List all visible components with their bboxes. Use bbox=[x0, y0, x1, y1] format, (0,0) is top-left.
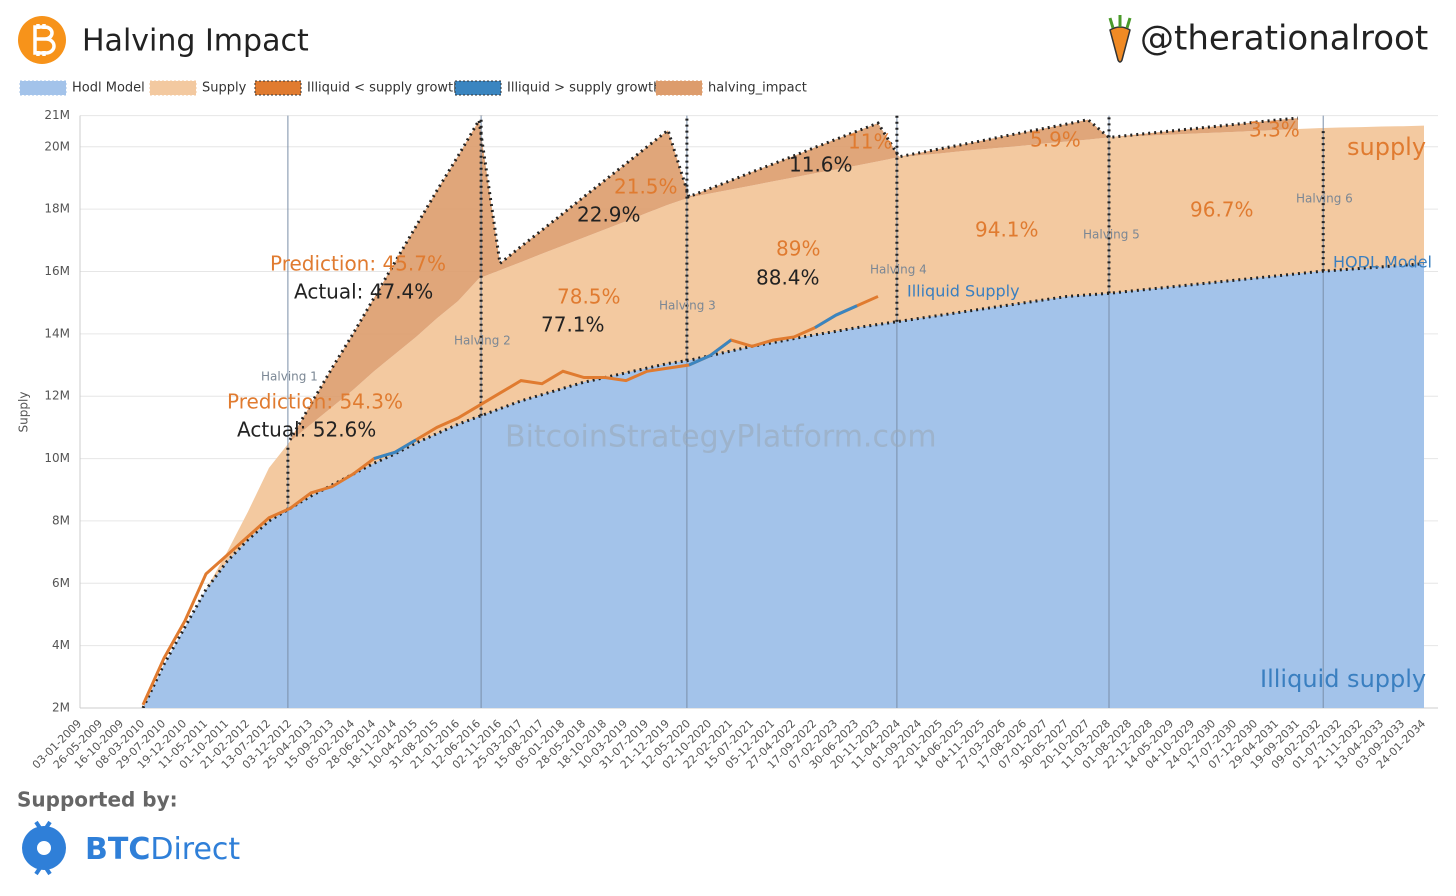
brand-light: Direct bbox=[150, 832, 240, 867]
impact-line bbox=[288, 115, 1299, 441]
y-tick-label: 20M bbox=[44, 139, 70, 153]
legend-swatch bbox=[454, 80, 502, 96]
legend-label: Illiquid < supply growth bbox=[307, 81, 461, 96]
annotation: Illiquid Supply bbox=[907, 282, 1020, 301]
y-tick-label: 8M bbox=[52, 513, 70, 527]
annotation: Halving 3 bbox=[659, 299, 716, 313]
legend-label: Supply bbox=[202, 81, 247, 96]
annotation: Prediction: 45.7% bbox=[270, 252, 446, 276]
supported-label: Supported by: bbox=[17, 788, 178, 812]
illiquid-line bbox=[141, 295, 879, 706]
y-tick-label: 6M bbox=[52, 576, 70, 590]
y-tick-label: 16M bbox=[44, 264, 70, 278]
legend-swatch bbox=[254, 80, 302, 96]
annotation: Illiquid supply bbox=[1260, 665, 1426, 693]
brand-bold: BTC bbox=[85, 832, 150, 867]
annotation: 94.1% bbox=[975, 218, 1039, 242]
annotation: 88.4% bbox=[756, 266, 820, 290]
legend-swatch bbox=[149, 80, 197, 96]
legend-label: Hodl Model bbox=[72, 81, 145, 96]
annotation: Halving 5 bbox=[1083, 228, 1140, 242]
annotation: Halving 2 bbox=[454, 334, 511, 348]
legend-label: Illiquid > supply growth bbox=[507, 81, 661, 96]
y-tick-label: 18M bbox=[44, 202, 70, 216]
annotation: 5.9% bbox=[1030, 128, 1081, 152]
annotation: HODL Model bbox=[1333, 253, 1432, 272]
carrot-icon bbox=[1108, 15, 1132, 63]
legend-swatch bbox=[655, 80, 703, 96]
legend-swatch bbox=[19, 80, 67, 96]
y-tick-label: 14M bbox=[44, 326, 70, 340]
illiquid-line bbox=[814, 304, 858, 329]
annotation: Halving 6 bbox=[1296, 192, 1353, 206]
plot-area bbox=[141, 115, 1425, 708]
annotation: 96.7% bbox=[1190, 198, 1254, 222]
area bbox=[143, 263, 1424, 708]
y-tick-label: 21M bbox=[44, 108, 70, 122]
handle: @therationalroot bbox=[1140, 19, 1428, 59]
annotation: 3.3% bbox=[1249, 118, 1300, 142]
annotation: 77.1% bbox=[541, 313, 605, 337]
annotation: Prediction: 54.3% bbox=[227, 390, 403, 414]
illiquid-line bbox=[688, 338, 732, 367]
illiquid-line bbox=[373, 438, 417, 461]
y-tick-label: 2M bbox=[52, 701, 70, 715]
y-tick-label: 4M bbox=[52, 638, 70, 652]
y-axis-label: Supply bbox=[17, 392, 31, 433]
watermark: BitcoinStrategyPlatform.com bbox=[505, 420, 937, 455]
y-tick-label: 12M bbox=[44, 389, 70, 403]
y-tick-label: 10M bbox=[44, 451, 70, 465]
annotation: Halving 1 bbox=[261, 370, 318, 384]
bitcoin-logo bbox=[18, 16, 66, 64]
annotation: supply bbox=[1347, 133, 1426, 161]
brand: BTCDirect bbox=[85, 832, 240, 867]
annotation: 21.5% bbox=[614, 175, 678, 199]
annotation: Halving 4 bbox=[870, 263, 927, 277]
annotation: 11.6% bbox=[789, 153, 853, 177]
annotation: Actual: 47.4% bbox=[294, 280, 433, 304]
annotation: 89% bbox=[776, 237, 820, 261]
brand-icon bbox=[22, 820, 66, 876]
annotation: 22.9% bbox=[577, 203, 641, 227]
legend-label: halving_impact bbox=[708, 81, 807, 96]
annotation: Actual: 52.6% bbox=[237, 418, 376, 442]
annotation: 11% bbox=[848, 130, 892, 154]
annotation: 78.5% bbox=[557, 285, 621, 309]
chart-title: Halving Impact bbox=[82, 24, 309, 59]
